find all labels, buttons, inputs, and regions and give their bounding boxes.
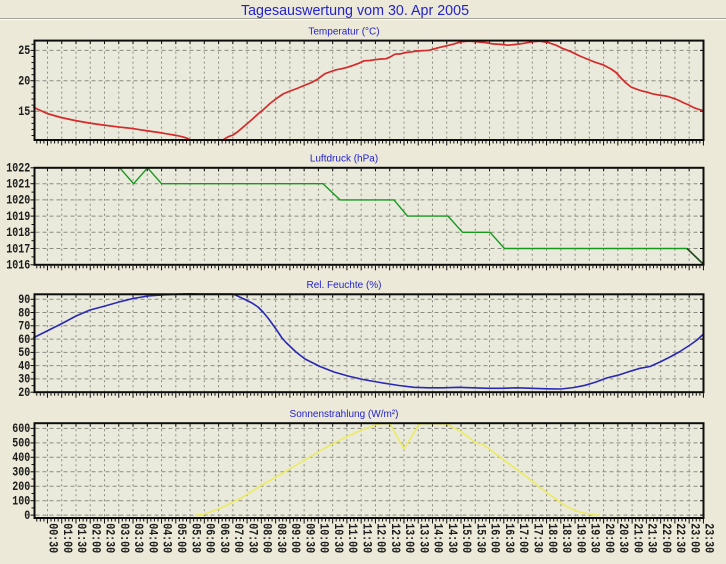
svg-text:400: 400	[12, 451, 30, 466]
svg-text:18:30: 18:30	[559, 523, 574, 553]
svg-text:1017: 1017	[6, 242, 30, 257]
svg-text:200: 200	[12, 480, 30, 495]
svg-text:12:30: 12:30	[387, 523, 402, 553]
svg-text:Sonnenstrahlung (W/m²): Sonnenstrahlung (W/m²)	[290, 409, 399, 420]
svg-text:19:00: 19:00	[573, 523, 588, 553]
svg-text:09:00: 09:00	[288, 523, 303, 553]
svg-text:1019: 1019	[6, 210, 30, 225]
svg-text:03:30: 03:30	[131, 523, 146, 553]
svg-text:1016: 1016	[6, 259, 30, 274]
svg-text:15: 15	[18, 105, 30, 120]
svg-text:90: 90	[18, 293, 30, 308]
svg-text:12:00: 12:00	[373, 523, 388, 553]
svg-text:01:30: 01:30	[74, 523, 89, 553]
svg-text:1021: 1021	[6, 177, 30, 192]
svg-text:04:00: 04:00	[145, 523, 160, 553]
svg-text:20:00: 20:00	[601, 523, 616, 553]
svg-text:80: 80	[18, 306, 30, 321]
svg-text:1020: 1020	[6, 194, 30, 209]
svg-text:14:30: 14:30	[444, 523, 459, 553]
svg-text:02:00: 02:00	[88, 523, 103, 553]
svg-text:08:30: 08:30	[273, 523, 288, 553]
svg-text:100: 100	[12, 494, 30, 509]
svg-text:300: 300	[12, 466, 30, 481]
svg-text:17:00: 17:00	[516, 523, 531, 553]
svg-text:09:30: 09:30	[302, 523, 317, 553]
svg-text:22:00: 22:00	[658, 523, 673, 553]
svg-text:0: 0	[24, 509, 30, 524]
svg-text:06:00: 06:00	[202, 523, 217, 553]
svg-text:20: 20	[18, 386, 30, 401]
svg-text:60: 60	[18, 333, 30, 348]
svg-text:20: 20	[18, 74, 30, 89]
svg-text:Tagesauswertung vom 30. Apr 20: Tagesauswertung vom 30. Apr 2005	[241, 3, 469, 19]
svg-text:1022: 1022	[6, 162, 30, 177]
svg-text:Rel. Feuchte (%): Rel. Feuchte (%)	[306, 280, 381, 291]
svg-text:06:30: 06:30	[216, 523, 231, 553]
svg-text:19:30: 19:30	[587, 523, 602, 553]
svg-text:03:00: 03:00	[116, 523, 131, 553]
svg-text:30: 30	[18, 373, 30, 388]
svg-text:25: 25	[18, 44, 30, 59]
svg-text:21:00: 21:00	[630, 523, 645, 553]
svg-text:20:30: 20:30	[616, 523, 631, 553]
svg-text:1018: 1018	[6, 226, 30, 241]
svg-text:07:00: 07:00	[231, 523, 246, 553]
svg-text:05:30: 05:30	[188, 523, 203, 553]
svg-text:01:00: 01:00	[59, 523, 74, 553]
svg-text:08:00: 08:00	[259, 523, 274, 553]
svg-text:05:00: 05:00	[174, 523, 189, 553]
svg-text:15:00: 15:00	[459, 523, 474, 553]
svg-text:22:30: 22:30	[673, 523, 688, 553]
svg-text:10:00: 10:00	[316, 523, 331, 553]
svg-text:18:00: 18:00	[544, 523, 559, 553]
svg-text:16:30: 16:30	[501, 523, 516, 553]
svg-text:14:00: 14:00	[430, 523, 445, 553]
svg-text:00:30: 00:30	[45, 523, 60, 553]
svg-text:11:00: 11:00	[345, 523, 360, 553]
svg-text:600: 600	[12, 422, 30, 437]
svg-text:500: 500	[12, 437, 30, 452]
svg-text:04:30: 04:30	[159, 523, 174, 553]
svg-text:23:30: 23:30	[701, 523, 716, 553]
svg-text:11:30: 11:30	[359, 523, 374, 553]
svg-text:Temperatur (°C): Temperatur (°C)	[308, 26, 379, 37]
svg-text:23:00: 23:00	[687, 523, 702, 553]
svg-text:10:30: 10:30	[330, 523, 345, 553]
svg-text:02:30: 02:30	[102, 523, 117, 553]
svg-text:40: 40	[18, 359, 30, 374]
svg-text:13:00: 13:00	[402, 523, 417, 553]
svg-text:15:30: 15:30	[473, 523, 488, 553]
svg-text:07:30: 07:30	[245, 523, 260, 553]
svg-text:50: 50	[18, 346, 30, 361]
svg-text:17:30: 17:30	[530, 523, 545, 553]
svg-text:Luftdruck (hPa): Luftdruck (hPa)	[310, 154, 378, 165]
svg-text:13:30: 13:30	[416, 523, 431, 553]
svg-text:21:30: 21:30	[644, 523, 659, 553]
svg-text:70: 70	[18, 320, 30, 335]
svg-text:16:00: 16:00	[487, 523, 502, 553]
